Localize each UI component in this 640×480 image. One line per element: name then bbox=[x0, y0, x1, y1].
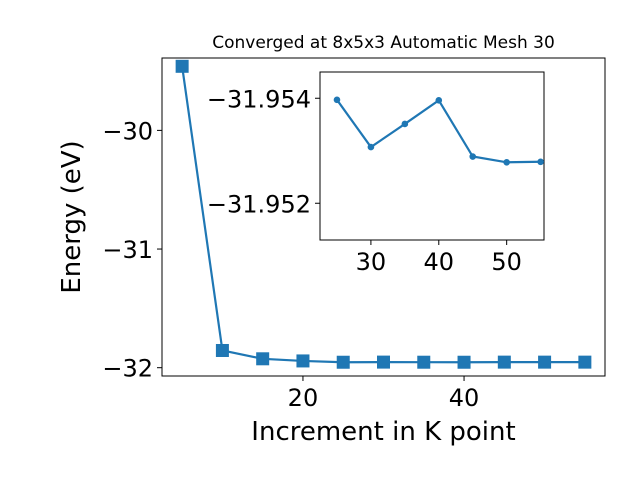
main-axis-ticks: 20 40 −30 −31 −32 bbox=[102, 117, 479, 412]
x-axis-label: Increment in K point bbox=[251, 417, 515, 447]
inset-x-tick-label: 50 bbox=[491, 248, 522, 276]
main-x-tick-label: 40 bbox=[449, 384, 480, 412]
main-data-point bbox=[296, 354, 310, 368]
y-axis-label: Energy (eV) bbox=[57, 140, 87, 293]
main-data-point bbox=[336, 355, 350, 369]
main-data-point bbox=[578, 355, 592, 369]
main-y-tick-label: −32 bbox=[102, 355, 153, 383]
inset-data-point bbox=[401, 120, 409, 128]
main-data-point bbox=[538, 355, 552, 369]
inset-axis-ticks: 30 40 50 −31.954 −31.952 bbox=[207, 85, 522, 276]
inset-background bbox=[319, 71, 545, 241]
main-data-point bbox=[377, 355, 390, 369]
inset-y-tick-label: −31.954 bbox=[207, 85, 311, 113]
main-series bbox=[175, 59, 592, 369]
inset-x-tick-label: 30 bbox=[356, 248, 387, 276]
inset-series bbox=[333, 96, 544, 166]
main-data-point bbox=[175, 59, 189, 73]
inset-data-point bbox=[537, 158, 544, 166]
inset-x-tick-label: 40 bbox=[424, 248, 455, 276]
main-data-point bbox=[215, 343, 229, 357]
main-plot-frame bbox=[161, 57, 606, 377]
main-data-point bbox=[497, 355, 511, 369]
inset-data-point bbox=[333, 96, 341, 104]
main-y-tick-label: −30 bbox=[102, 117, 153, 145]
main-data-point bbox=[417, 355, 431, 369]
inset-data-point bbox=[503, 159, 510, 166]
main-data-point bbox=[256, 352, 270, 366]
inset-data-point bbox=[367, 143, 375, 151]
inset-data-point bbox=[469, 153, 477, 160]
main-data-point bbox=[457, 355, 471, 369]
inset-y-tick-label: −31.952 bbox=[207, 190, 311, 218]
inset-data-point bbox=[435, 97, 443, 104]
chart-title: Converged at 8x5x3 Automatic Mesh 30 bbox=[212, 33, 555, 53]
main-y-tick-label: −31 bbox=[102, 236, 153, 264]
main-x-tick-label: 20 bbox=[288, 384, 319, 412]
